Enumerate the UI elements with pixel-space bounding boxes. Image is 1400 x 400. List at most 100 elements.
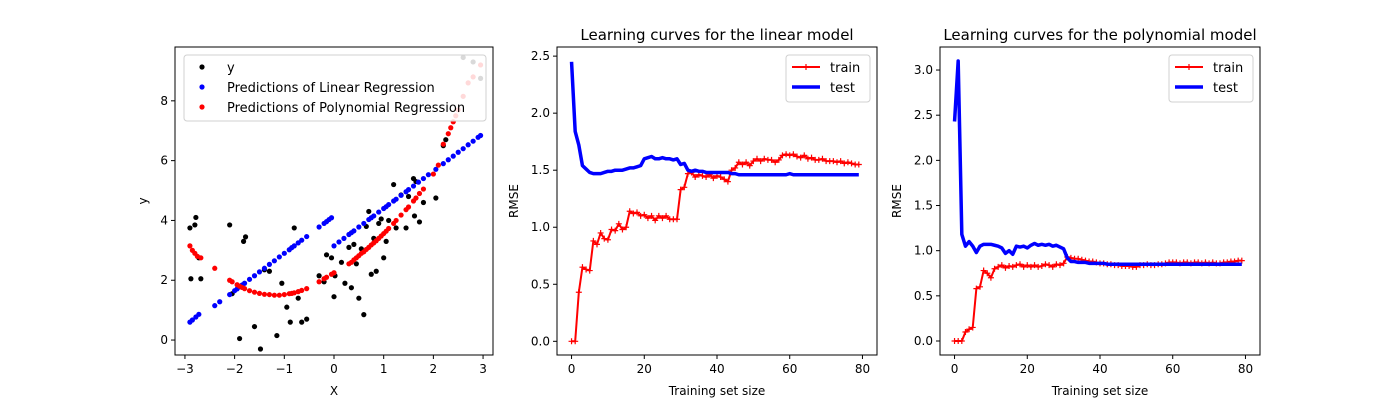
plus-marker	[608, 226, 615, 233]
scatter-point	[445, 157, 451, 163]
scatter-point	[405, 187, 412, 193]
y-tick-label: 0.0	[531, 334, 550, 348]
plus-marker	[1031, 262, 1038, 269]
plus-marker	[623, 224, 630, 231]
plus-marker	[575, 289, 582, 296]
scatter-point	[187, 243, 193, 249]
plus-marker	[783, 151, 790, 158]
plus-marker	[1017, 261, 1023, 268]
x-tick-label: −1	[275, 362, 293, 376]
scatter-point	[455, 149, 461, 155]
scatter-point	[328, 215, 335, 221]
scatter-point	[477, 132, 484, 139]
scatter-point	[403, 225, 409, 231]
plus-marker	[1038, 263, 1045, 270]
plus-marker	[801, 152, 808, 159]
legend-label: train	[830, 61, 860, 76]
plus-marker	[659, 215, 666, 222]
scatter-point	[411, 213, 418, 219]
y-tick-label: 2.0	[531, 106, 550, 120]
plus-marker	[757, 158, 764, 165]
scatter-point	[212, 265, 218, 271]
scatter-point	[415, 179, 422, 185]
x-tick-label: 0	[951, 362, 959, 376]
scatter-point	[425, 172, 432, 178]
plus-marker	[750, 158, 757, 165]
series-line-test	[569, 61, 859, 177]
x-axis-label: X	[330, 384, 338, 398]
plus-marker	[1009, 263, 1016, 270]
scatter-point	[323, 252, 330, 258]
scatter-point	[373, 268, 379, 274]
plus-marker	[703, 174, 710, 181]
y-tick-label: 3.0	[914, 63, 933, 77]
scatter-point	[229, 279, 235, 285]
scatter-point	[279, 280, 285, 286]
scatter-point	[284, 304, 290, 310]
plus-marker	[804, 155, 811, 162]
scatter-point	[386, 225, 392, 232]
plus-marker	[830, 158, 837, 165]
y-tick-label: 2	[160, 273, 168, 287]
scatter-point	[398, 192, 404, 198]
plus-marker	[641, 211, 648, 218]
scatter-point	[341, 235, 347, 241]
x-tick-label: 80	[855, 362, 870, 376]
plus-marker	[692, 174, 699, 181]
plus-marker	[630, 210, 637, 217]
scatter-point	[338, 259, 345, 265]
plus-marker	[710, 175, 717, 182]
scatter-point	[251, 323, 258, 330]
scatter-point	[304, 286, 310, 292]
axis-ticks: 0 20 40 60 80 0.0 0.5 1.0 1.5 2.0 2.5 3.0	[914, 63, 1253, 376]
y-tick-label: 1.0	[531, 220, 550, 234]
scatter-point	[383, 238, 389, 244]
scatter-point	[440, 161, 446, 167]
series-line-train	[571, 153, 859, 343]
plot-area	[568, 61, 862, 345]
y-tick-label: 0	[160, 333, 168, 347]
plus-marker	[1049, 263, 1056, 270]
plus-marker	[1060, 260, 1067, 267]
scatter-point	[413, 195, 419, 201]
scatter-point	[198, 276, 204, 282]
scatter-point	[386, 217, 392, 224]
plus-marker	[790, 151, 797, 158]
x-tick-label: 0	[330, 362, 338, 376]
plus-marker	[583, 266, 590, 273]
scatter-point	[304, 233, 310, 240]
polynomial-learning-curve-panel: Learning curves for the polynomial model…	[890, 26, 1261, 398]
x-tick-label: 3	[479, 362, 487, 376]
y-tick-label: 2.5	[531, 49, 550, 63]
plus-marker	[786, 152, 793, 159]
scatter-point	[227, 222, 233, 228]
series-line-test	[952, 59, 1242, 266]
plus-marker	[995, 263, 1002, 270]
plus-marker	[848, 160, 855, 167]
scatter-point	[331, 243, 337, 249]
legend: train test	[785, 54, 871, 103]
x-tick-label: −3	[176, 362, 194, 376]
scatter-point	[376, 209, 382, 215]
plus-marker	[779, 152, 786, 159]
scatter-point	[192, 222, 198, 228]
scatter-point	[371, 213, 377, 219]
plus-marker	[579, 264, 586, 271]
scatter-point	[266, 268, 273, 274]
y-tick-label: 8	[160, 94, 168, 108]
plus-marker	[775, 156, 782, 163]
axis-ticks: 0 20 40 60 80 0.0 0.5 1.0 1.5 2.0 2.5	[531, 49, 870, 376]
legend-marker	[803, 64, 809, 70]
legend-label: Predictions of Linear Regression	[227, 81, 435, 96]
legend-label: Predictions of Polynomial Regression	[227, 101, 465, 116]
plot-area	[951, 59, 1245, 344]
scatter-point	[346, 244, 352, 250]
scatter-point	[316, 273, 322, 279]
linear-learning-curve-panel: Learning curves for the linear model 0 20…	[507, 26, 878, 398]
scatter-point	[356, 295, 362, 301]
scatter-point	[217, 299, 223, 305]
plus-marker	[626, 208, 633, 215]
y-tick-label: 2.0	[914, 153, 933, 167]
plus-marker	[772, 159, 779, 166]
scatter-point	[353, 261, 359, 267]
